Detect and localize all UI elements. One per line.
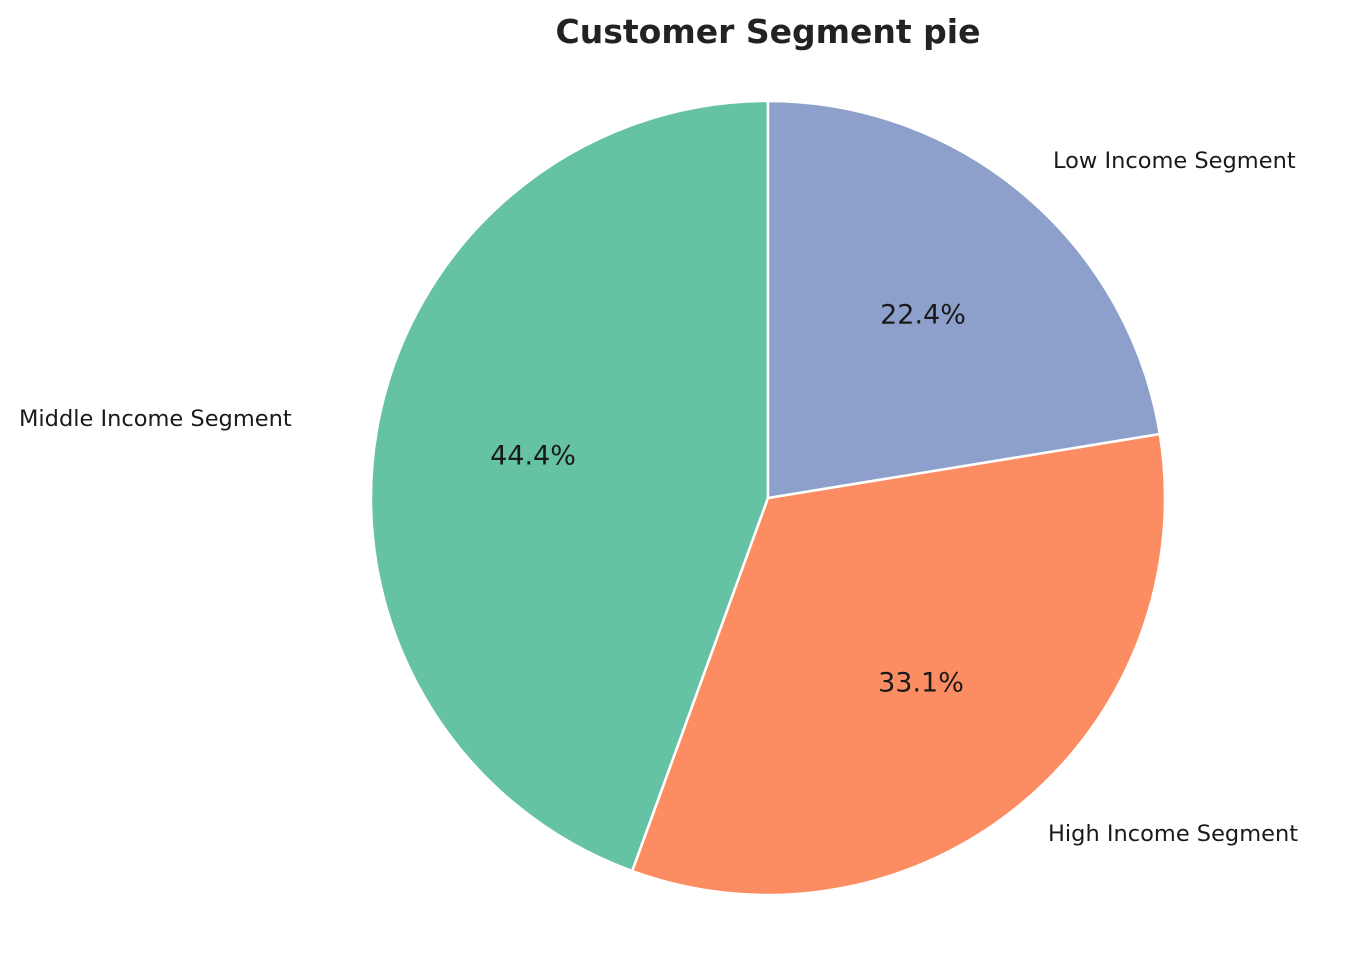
- slice-low-income: [766, 99, 1162, 500]
- slice-label-high-income: High Income Segment: [1048, 821, 1299, 847]
- slice-label-middle-income: Middle Income Segment: [19, 406, 292, 432]
- slice-pct-middle-income: 44.4%: [490, 440, 576, 472]
- slice-high-income: [630, 432, 1167, 897]
- slice-label-low-income: Low Income Segment: [1053, 148, 1296, 174]
- slice-middle-income: [369, 99, 770, 873]
- chart-title: Customer Segment pie: [555, 12, 981, 51]
- slice-pct-high-income: 33.1%: [878, 667, 964, 699]
- slice-pct-low-income: 22.4%: [880, 299, 966, 331]
